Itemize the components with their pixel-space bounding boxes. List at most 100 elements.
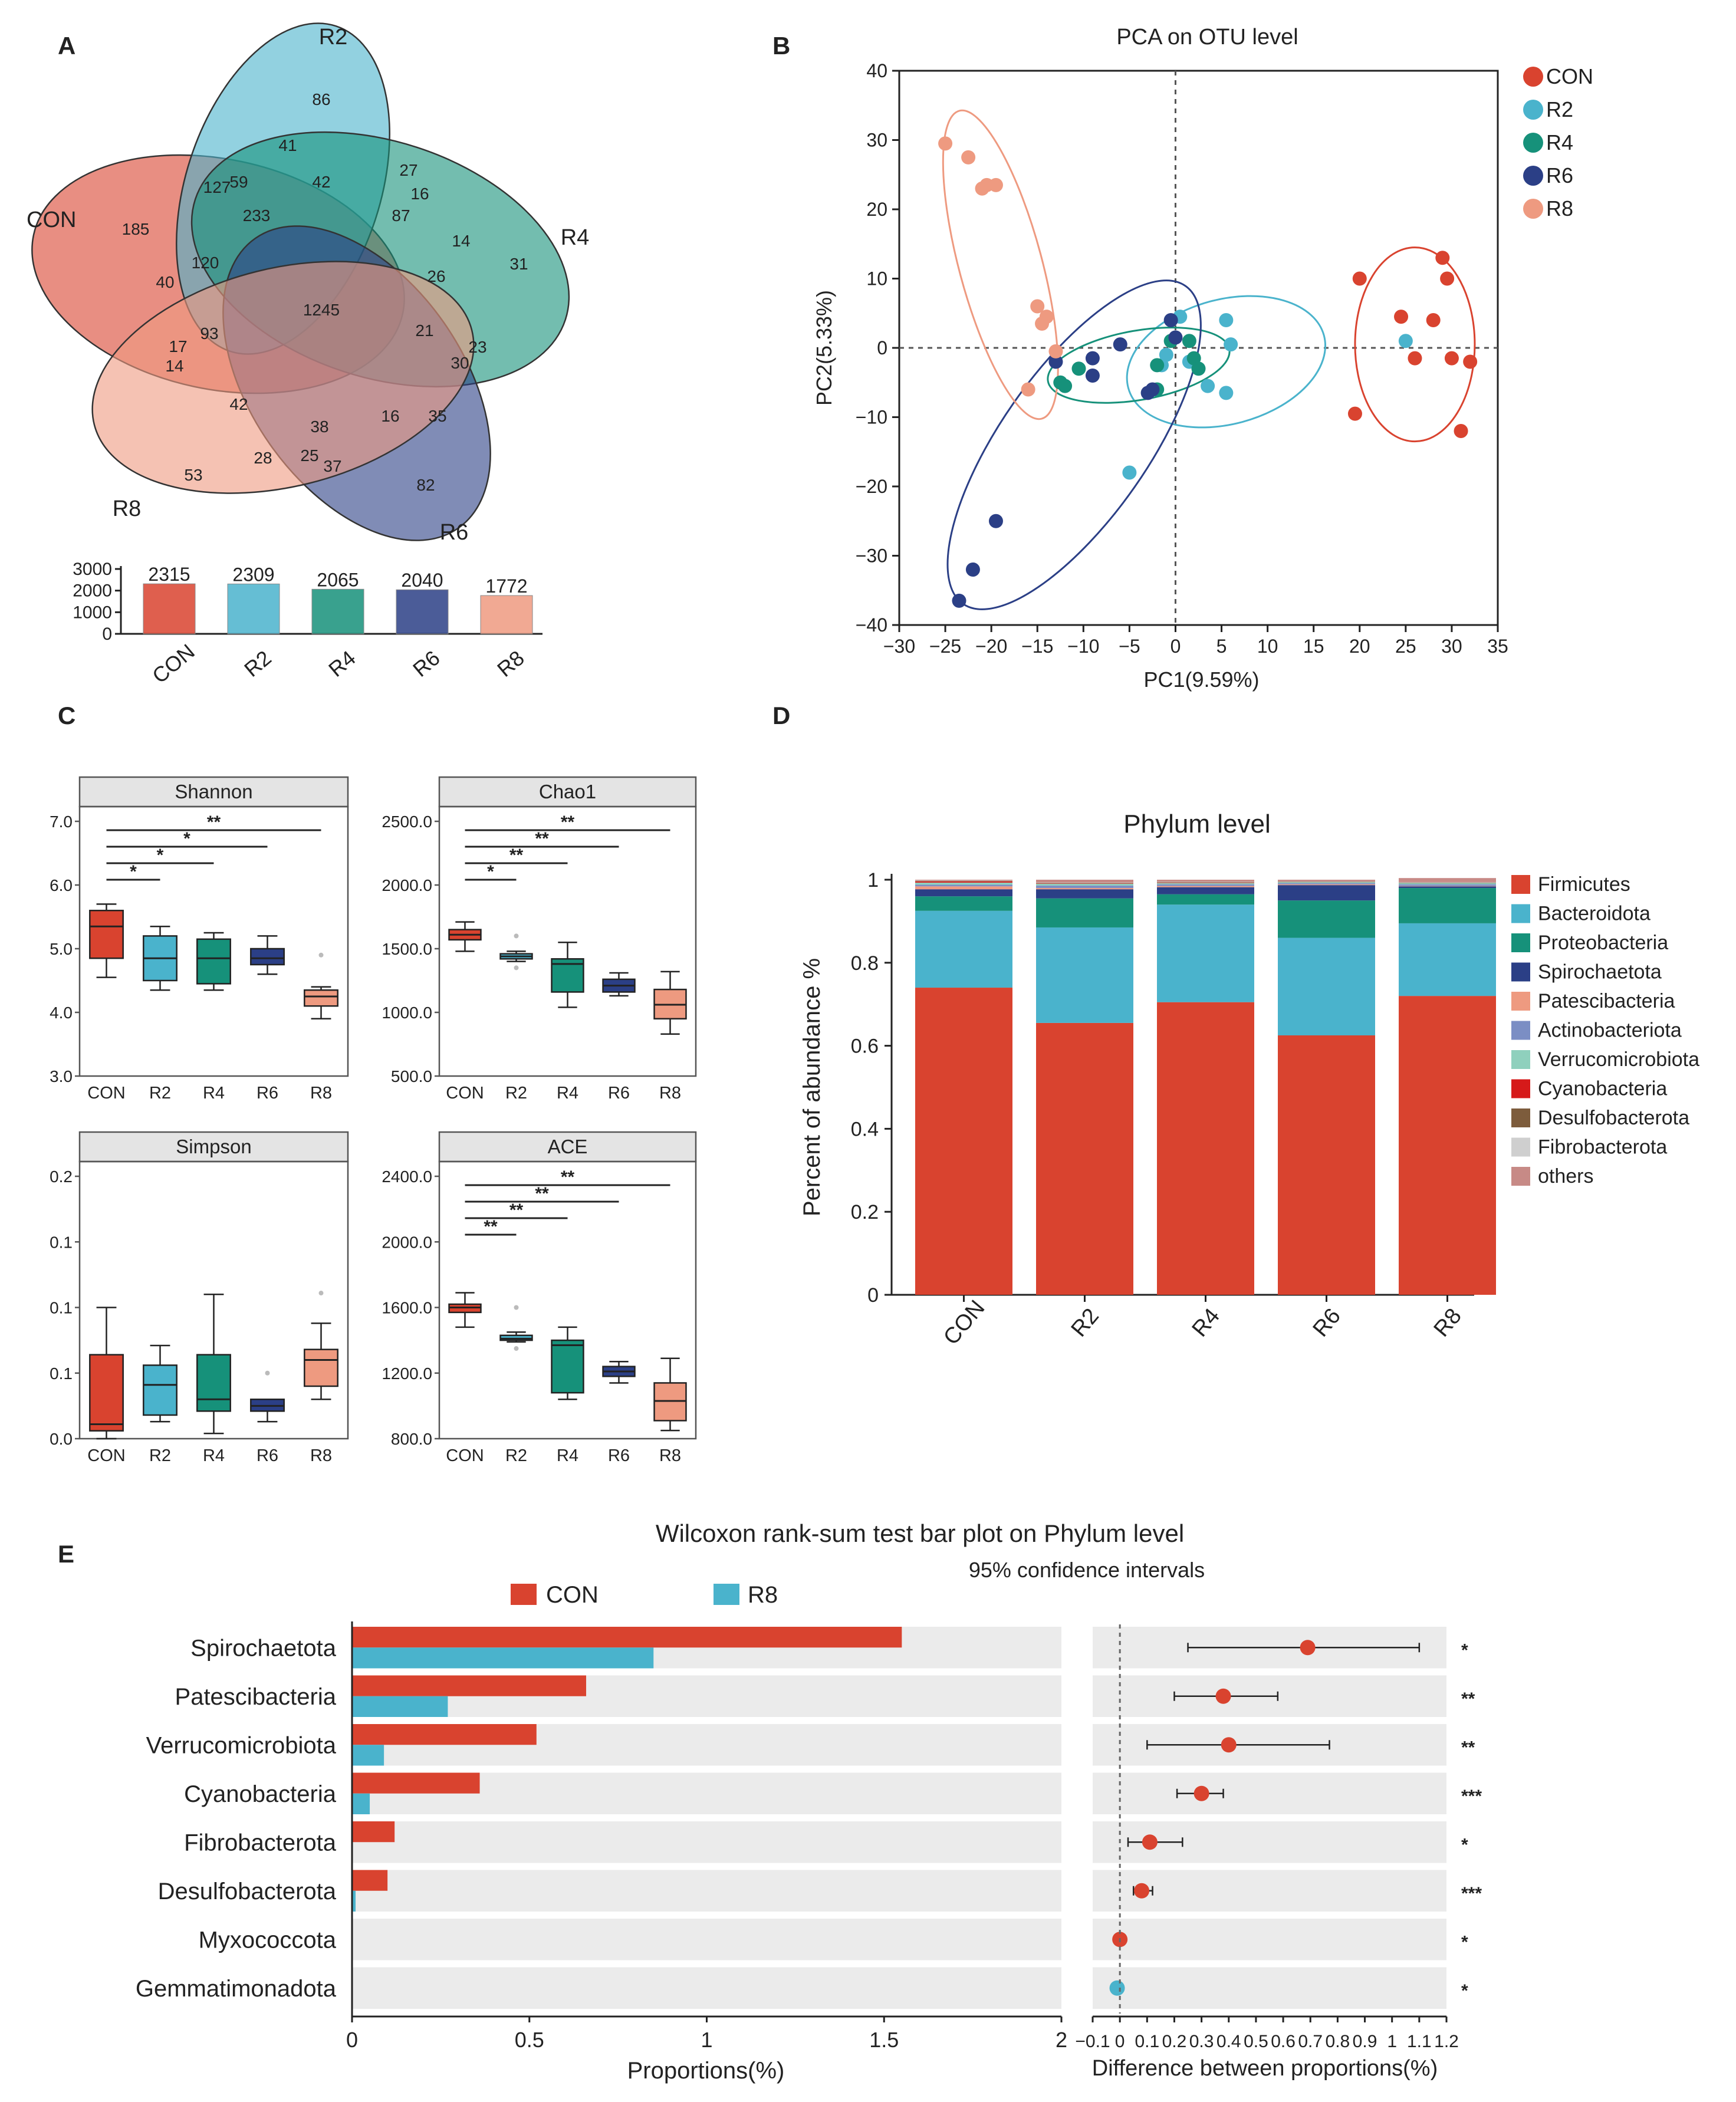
pca-y-tick-label: −40: [856, 614, 887, 636]
pca-point-r8: [975, 181, 989, 196]
wilcoxon-bar-con: [352, 1870, 388, 1891]
boxplot-y-tick-label: 7.0: [50, 812, 73, 831]
phylum-legend-label: Proteobacteria: [1538, 932, 1668, 954]
boxplot-category: CON: [446, 1084, 484, 1103]
pca-ellipse-r8: [942, 109, 1059, 420]
boxplot-sig-label: **: [561, 812, 575, 832]
boxplot-y-tick-label: 500.0: [391, 1067, 432, 1085]
boxplot-strip: [438, 776, 697, 808]
wilcoxon-category: Desulfobacterota: [158, 1879, 337, 1904]
venn-bar-label: 2309: [232, 564, 274, 585]
boxplot-box: [143, 1364, 177, 1416]
wilcoxon-ci-x-tick-label: 1.1: [1407, 2032, 1432, 2051]
boxplot-y-tick-label: 5.0: [50, 940, 73, 958]
venn-region-count: 27: [399, 161, 417, 179]
boxplot-outlier: [514, 965, 519, 971]
phylum-bar-segment: [1036, 884, 1133, 886]
phylum-legend-label: Spirochaetota: [1538, 961, 1662, 983]
boxplot-sig-label: **: [509, 1200, 524, 1220]
pca-point-r2: [1224, 337, 1238, 352]
venn-bar-category: R6: [408, 646, 445, 682]
boxplot-y-tick-label: 0.1: [50, 1299, 73, 1317]
wilcoxon-ci-x-tick-label: 0.2: [1162, 2032, 1187, 2051]
phylum-bar-segment: [1157, 904, 1254, 1002]
wilcoxon-significance: ***: [1461, 1884, 1482, 1903]
phylum-legend-label: Actinobacteriota: [1538, 1019, 1682, 1042]
venn-bar-label: 2065: [317, 569, 359, 590]
phylum-bar-segment: [1399, 884, 1496, 886]
wilcoxon-bar-r8: [352, 1745, 384, 1766]
phylum-bar-segment: [1278, 1035, 1375, 1295]
wilcoxon-ci-row-bg: [1093, 1967, 1446, 2009]
boxplot-category: R4: [557, 1446, 578, 1465]
phylum-bar-segment: [1157, 884, 1254, 886]
boxplot-y-tick-label: 2000.0: [382, 876, 432, 894]
venn-bar: [480, 595, 533, 634]
venn-region-count: 42: [312, 173, 330, 191]
boxplot-category: R2: [505, 1084, 527, 1103]
wilcoxon-significance: *: [1461, 1835, 1468, 1854]
boxplot-box: [89, 1354, 124, 1432]
pca-x-tick-label: 15: [1303, 636, 1324, 657]
phylum-bar-segment: [1399, 886, 1496, 889]
wilcoxon-ci-title: 95% confidence intervals: [969, 1558, 1205, 1582]
boxplot-y-tick-label: 1200.0: [382, 1364, 432, 1383]
venn-region-count: 1245: [303, 301, 340, 319]
boxplot-category: R8: [310, 1084, 332, 1103]
venn-region-count: 35: [428, 407, 446, 425]
boxplot-y-tick-label: 2400.0: [382, 1167, 432, 1186]
venn-ellipse-r8: [91, 261, 475, 494]
venn-region-count: 38: [310, 417, 328, 436]
boxplot-category: R4: [203, 1084, 225, 1103]
phylum-y-tick-label: 0.8: [851, 952, 879, 975]
venn-bar-y-tick-label: 2000: [73, 581, 112, 601]
phylum-bar-segment: [1157, 894, 1254, 905]
phylum-legend-label: Patescibacteria: [1538, 990, 1675, 1012]
pca-x-tick-label: 25: [1395, 636, 1416, 657]
phylum-bar-segment: [915, 880, 1012, 881]
wilcoxon-x-tick-label: 1: [701, 2028, 712, 2052]
wilcoxon-ci-x-tick-label: 0.3: [1189, 2032, 1214, 2051]
venn-set-label: R2: [319, 25, 348, 50]
pca-point-r2: [1219, 313, 1234, 327]
pca-point-con: [1454, 424, 1468, 438]
wilcoxon-x-tick-label: 2: [1056, 2028, 1067, 2052]
pca-point-r6: [1163, 313, 1178, 327]
pca-x-tick-label: −30: [883, 636, 915, 657]
wilcoxon-x-tick-label: 0.5: [515, 2028, 544, 2052]
boxplot-title: Shannon: [175, 781, 252, 802]
pca-y-tick-label: 30: [866, 130, 887, 151]
boxplot-sig-label: *: [183, 829, 190, 848]
pca-x-tick-label: 20: [1349, 636, 1370, 657]
venn-region-count: 127: [203, 178, 231, 196]
pca-point-r4: [1058, 379, 1073, 393]
pca-legend-label: CON: [1546, 64, 1593, 88]
boxplot-y-tick-label: 0.2: [50, 1167, 73, 1186]
venn-set-label: R6: [440, 520, 469, 545]
boxplot-category: R8: [659, 1084, 681, 1103]
phylum-bar-segment: [915, 910, 1012, 988]
phylum-bar-segment: [1399, 883, 1496, 884]
phylum-bar-segment: [1278, 881, 1375, 883]
panel-label-e: E: [58, 1540, 74, 1568]
phylum-legend-label: Cyanobacteria: [1538, 1078, 1667, 1100]
venn-region-count: 30: [451, 354, 469, 372]
wilcoxon-row-bg: [352, 1870, 1061, 1912]
phylum-bar-segment: [1399, 882, 1496, 883]
phylum-bar-segment: [1278, 883, 1375, 884]
phylum-bar-segment: [1157, 1002, 1254, 1295]
boxplot-sig-label: **: [207, 812, 221, 832]
phylum-bar-segment: [1157, 882, 1254, 883]
boxplot-category: R8: [310, 1446, 332, 1465]
wilcoxon-legend-label: CON: [546, 1582, 599, 1608]
wilcoxon-category: Gemmatimonadota: [136, 1976, 337, 2002]
wilcoxon-ci-point: [1142, 1834, 1158, 1850]
pca-x-tick-label: 30: [1441, 636, 1462, 657]
boxplot-strip: [78, 1131, 349, 1163]
phylum-legend-label: Bacteroidota: [1538, 903, 1650, 925]
phylum-bar-segment: [915, 884, 1012, 887]
phylum-bar-segment: [915, 886, 1012, 890]
boxplot-outlier: [318, 952, 324, 958]
venn-set-label: R4: [561, 225, 590, 250]
